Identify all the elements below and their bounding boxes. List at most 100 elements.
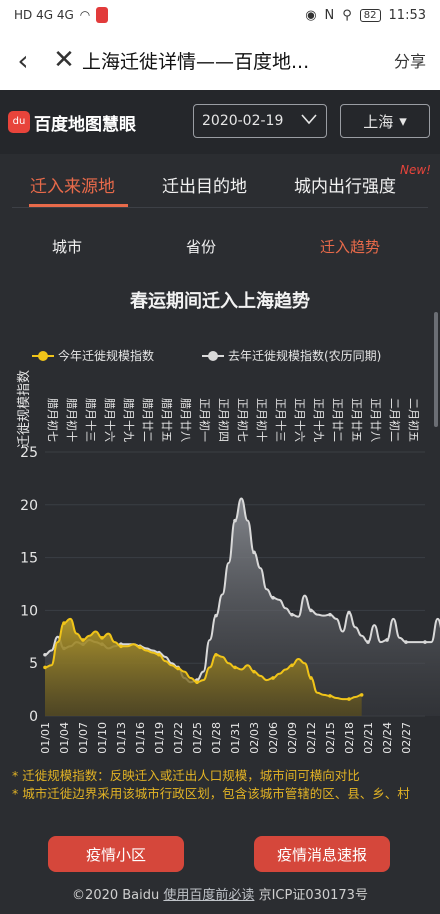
location-icon: ⚲ [342, 7, 352, 23]
lunar-tick-label: 正月初四 [217, 398, 231, 442]
status-right: ◉ N ⚲ 82 11:53 [305, 8, 426, 23]
subtab-inbound-trend[interactable]: 迁入趋势 [320, 238, 381, 256]
close-icon[interactable]: ✕ [53, 45, 75, 75]
date-tick-label: 02/06 [267, 722, 280, 754]
epidemic-news-button[interactable]: 疫情消息速报 [254, 836, 390, 872]
date-tick-label: 01/16 [134, 722, 147, 754]
wifi-icon: ◠ [79, 8, 91, 22]
recorder-icon [96, 7, 109, 23]
date-select[interactable]: 2020-02-19 [193, 104, 327, 138]
data-point-this-year [290, 663, 294, 668]
date-tick-label: 01/10 [96, 722, 109, 754]
subtab-province[interactable]: 省份 [186, 238, 217, 256]
chart-notes: * 迁徙规模指数：反映迁入或迁出人口规模，城市间可横向对比 * 城市迁徙边界采用… [12, 767, 432, 803]
date-tick-label: 02/27 [400, 722, 413, 754]
logo-icon: du [8, 111, 30, 133]
legend-label-last-year: 去年迁徙规模指数(农历同期) [228, 349, 382, 363]
lunar-tick-label: 正月十三 [274, 398, 288, 442]
battery-icon: 82 [359, 8, 381, 22]
city-select[interactable]: 上海 ▾ [340, 104, 430, 138]
data-point-last-year [423, 640, 427, 644]
scrollbar[interactable] [434, 312, 438, 427]
date-tick-label: 01/22 [172, 722, 185, 754]
date-tick-label: 01/01 [39, 722, 52, 754]
y-tick-5: 5 [29, 656, 38, 672]
trend-chart: 迁徙规模指数 腊月初七 腊月初十 腊月十三 腊月十六 腊月十九 腊月廿二 腊月廿五 腊月廿八正… [17, 370, 440, 754]
main-tabs: 迁入来源地 迁出目的地 城内出行强度 [0, 160, 440, 210]
y-axis-label: 迁徙规模指数 [17, 370, 32, 448]
date-tick-label: 01/19 [153, 722, 166, 754]
copyright-text: ©2020 Baidu [72, 888, 160, 903]
date-tick-label: 01/13 [115, 722, 128, 754]
lunar-tick-label: 正月廿八 [369, 398, 382, 442]
data-point-this-year [252, 669, 256, 674]
lunar-tick-label: 腊月初十 [65, 398, 79, 442]
date-tick-label: 02/09 [286, 722, 299, 754]
caret-down-icon: ▾ [399, 112, 407, 130]
network-indicators: HD 4G 4G [14, 8, 74, 22]
date-value: 2020-02-19 [202, 113, 284, 129]
lunar-tick-label: 腊月十六 [103, 398, 117, 442]
chevron-down-icon [300, 113, 318, 129]
lunar-tick-label: 腊月十九 [122, 398, 136, 442]
tab-outbound-destinations[interactable]: 迁出目的地 [162, 177, 247, 197]
terms-link[interactable]: 使用百度前必读 [163, 888, 255, 903]
date-tick-label: 02/15 [324, 722, 337, 754]
data-point-last-year [290, 612, 294, 617]
legend-item-this-year[interactable]: 今年迁徙规模指数 [32, 347, 154, 364]
lunar-tick-label: 正月廿二 [331, 398, 344, 442]
chart-title: 春运期间迁入上海趋势 [130, 291, 310, 312]
series-areas [43, 497, 440, 716]
back-icon[interactable]: ‹ [17, 43, 29, 77]
data-point-last-year [309, 608, 313, 613]
lunar-tick-label: 正月初一 [198, 398, 212, 442]
note-1: * 迁徙规模指数：反映迁入或迁出人口规模，城市间可横向对比 [12, 768, 360, 783]
lunar-tick-label: 正月初十 [255, 398, 269, 442]
date-tick-label: 01/07 [77, 722, 90, 754]
data-point-this-year [359, 693, 364, 697]
data-point-last-year [271, 595, 275, 600]
status-left: HD 4G 4G ◠ [14, 7, 109, 23]
lunar-tick-label: 腊月十三 [84, 398, 98, 442]
y-tick-25: 25 [20, 445, 38, 461]
lunar-tick-label: 腊月廿五 [160, 398, 173, 442]
data-point-last-year [233, 518, 237, 523]
status-bar: HD 4G 4G ◠ ◉ N ⚲ 82 11:53 [0, 0, 440, 30]
nfc-icon: N [324, 7, 335, 23]
data-point-this-year [309, 676, 313, 680]
tab-inbound-sources[interactable]: 迁入来源地 [30, 177, 115, 197]
lunar-tick-label: 正月十六 [293, 398, 307, 442]
y-tick-0: 0 [29, 709, 38, 725]
tab-intracity-intensity[interactable]: 城内出行强度 [294, 177, 396, 197]
date-tick-label: 01/04 [58, 722, 71, 754]
data-point-this-year [328, 694, 332, 698]
date-tick-label: 01/28 [210, 722, 223, 754]
series-line-this-year [44, 617, 362, 701]
share-button[interactable]: 分享 [393, 52, 426, 71]
sub-tabs: 城市 省份 迁入趋势 [0, 236, 440, 260]
data-point-this-year [347, 697, 351, 701]
legend-item-last-year[interactable]: 去年迁徙规模指数(农历同期) [202, 347, 381, 364]
data-point-this-year [81, 638, 85, 642]
data-point-this-year [214, 652, 218, 657]
lunar-tick-label: 正月初七 [236, 398, 250, 442]
date-tick-labels: 01/01 01/04 01/07 01/10 01/13 01/16 01/19 01/22… [39, 722, 413, 754]
y-tick-15: 15 [20, 551, 38, 567]
y-tick-20: 20 [20, 498, 38, 514]
new-badge: New! [400, 163, 431, 177]
y-tick-10: 10 [20, 603, 38, 619]
data-point-last-year [366, 640, 370, 644]
subtab-city[interactable]: 城市 [52, 238, 83, 256]
data-point-last-year [385, 638, 389, 642]
data-point-last-year [43, 652, 47, 657]
date-tick-label: 01/31 [229, 722, 242, 754]
y-tick-labels: 0 5 10 15 20 25 [20, 445, 38, 725]
page-title: 上海迁徙详情——百度地... [82, 50, 310, 73]
legend-marker-last-year [202, 350, 224, 361]
lunar-tick-label: 腊月廿八 [179, 398, 192, 442]
tabs-divider [12, 207, 428, 208]
data-point-this-year [138, 645, 142, 650]
y-axis-label-group: 迁徙规模指数 [17, 370, 32, 448]
epidemic-community-button[interactable]: 疫情小区 [48, 836, 184, 872]
data-point-last-year [252, 550, 256, 555]
